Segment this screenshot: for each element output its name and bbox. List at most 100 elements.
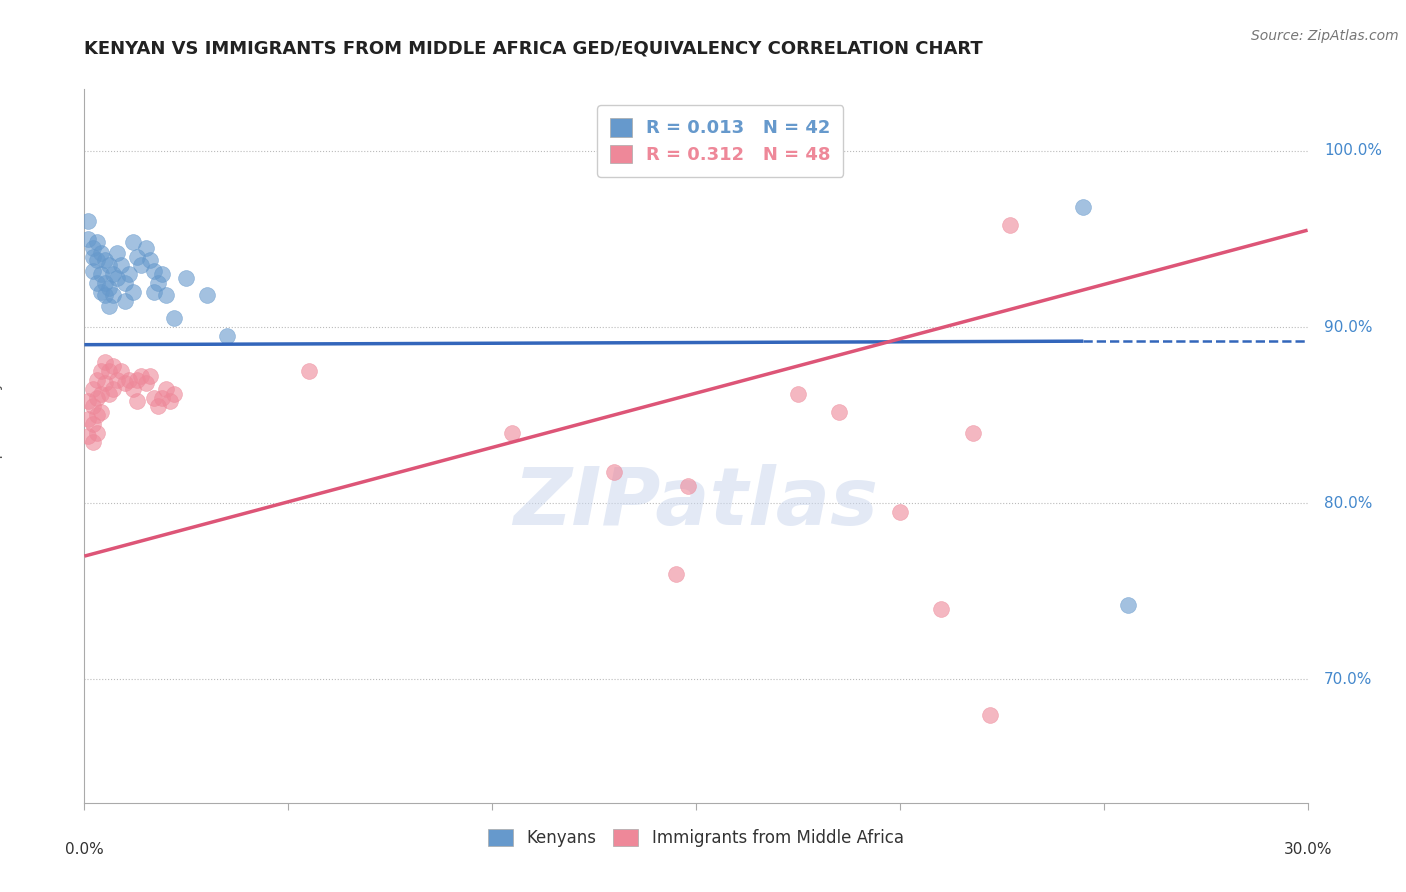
Text: GED/Equivalency: GED/Equivalency: [0, 381, 3, 511]
Point: [114, 376, 136, 391]
Point: [86, 425, 108, 440]
Point: [101, 382, 124, 396]
Point: [86, 235, 108, 250]
Text: 70.0%: 70.0%: [1324, 672, 1372, 687]
Point: [82, 400, 104, 414]
Point: [979, 707, 1001, 722]
Point: [1116, 599, 1139, 613]
Point: [86, 276, 108, 290]
Point: [155, 382, 177, 396]
Point: [82, 241, 104, 255]
Point: [150, 391, 173, 405]
Point: [86, 408, 108, 422]
Point: [298, 364, 321, 378]
Point: [135, 376, 157, 391]
Point: [138, 369, 160, 384]
Point: [127, 394, 149, 409]
Text: KENYAN VS IMMIGRANTS FROM MIDDLE AFRICA GED/EQUIVALENCY CORRELATION CHART: KENYAN VS IMMIGRANTS FROM MIDDLE AFRICA …: [84, 40, 983, 58]
Point: [101, 288, 124, 302]
Point: [93, 288, 115, 302]
Point: [501, 425, 523, 440]
Point: [105, 270, 128, 285]
Point: [97, 281, 120, 295]
Point: [93, 253, 115, 268]
Point: [217, 329, 239, 343]
Point: [127, 373, 149, 387]
Point: [93, 276, 115, 290]
Point: [142, 263, 165, 277]
Point: [998, 218, 1021, 232]
Point: [90, 246, 112, 260]
Point: [146, 400, 169, 414]
Point: [174, 270, 197, 285]
Point: [77, 394, 100, 409]
Point: [163, 387, 186, 401]
Point: [90, 387, 112, 401]
Point: [676, 478, 699, 492]
Point: [159, 394, 181, 409]
Point: [105, 246, 128, 260]
Point: [163, 311, 186, 326]
Point: [122, 235, 145, 250]
Point: [155, 288, 177, 302]
Point: [142, 285, 165, 299]
Text: 100.0%: 100.0%: [1324, 144, 1382, 159]
Legend: Kenyans, Immigrants from Middle Africa: Kenyans, Immigrants from Middle Africa: [479, 821, 912, 855]
Point: [962, 425, 984, 440]
Point: [97, 387, 120, 401]
Point: [135, 241, 157, 255]
Point: [101, 359, 124, 373]
Point: [93, 376, 115, 391]
Point: [90, 267, 112, 281]
Point: [889, 505, 911, 519]
Point: [86, 253, 108, 268]
Point: [97, 364, 120, 378]
Text: 80.0%: 80.0%: [1324, 496, 1372, 511]
Point: [664, 566, 686, 581]
Text: Source: ZipAtlas.com: Source: ZipAtlas.com: [1251, 29, 1399, 43]
Point: [122, 285, 145, 299]
Point: [110, 364, 132, 378]
Point: [90, 404, 112, 418]
Point: [90, 364, 112, 378]
Point: [146, 276, 169, 290]
Point: [82, 434, 104, 449]
Point: [110, 259, 132, 273]
Point: [82, 263, 104, 277]
Point: [105, 373, 128, 387]
Point: [142, 391, 165, 405]
Point: [929, 602, 952, 616]
Point: [114, 276, 136, 290]
Point: [150, 267, 173, 281]
Point: [131, 259, 153, 273]
Point: [97, 259, 120, 273]
Point: [787, 387, 810, 401]
Point: [603, 465, 626, 479]
Point: [86, 373, 108, 387]
Text: 30.0%: 30.0%: [1284, 841, 1331, 856]
Point: [93, 355, 115, 369]
Point: [97, 299, 120, 313]
Point: [195, 288, 218, 302]
Text: ZIPatlas: ZIPatlas: [513, 464, 879, 542]
Point: [82, 250, 104, 264]
Text: 0.0%: 0.0%: [65, 841, 104, 856]
Text: 90.0%: 90.0%: [1324, 319, 1372, 334]
Point: [122, 382, 145, 396]
Point: [114, 293, 136, 308]
Point: [86, 391, 108, 405]
Point: [827, 404, 849, 418]
Point: [77, 429, 100, 443]
Point: [101, 267, 124, 281]
Point: [118, 373, 141, 387]
Point: [138, 253, 160, 268]
Point: [131, 369, 153, 384]
Point: [77, 232, 100, 246]
Point: [127, 250, 149, 264]
Point: [1071, 200, 1094, 214]
Point: [118, 267, 141, 281]
Point: [82, 417, 104, 431]
Point: [90, 285, 112, 299]
Point: [82, 382, 104, 396]
Point: [77, 411, 100, 425]
